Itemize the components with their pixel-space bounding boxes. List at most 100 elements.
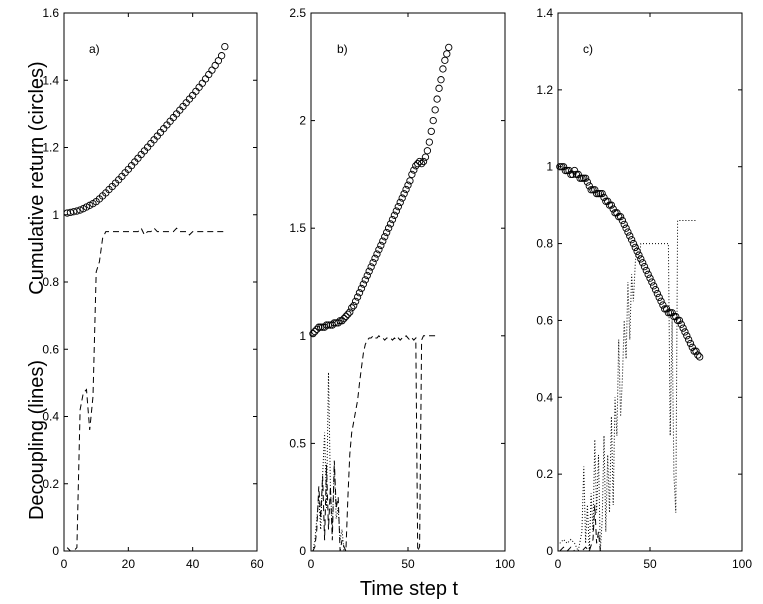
- y-tick-label-c: 1.4: [536, 6, 553, 20]
- return-point-c: [672, 312, 680, 321]
- panel-label-c: c): [583, 42, 593, 56]
- return-point-c: [659, 301, 667, 309]
- return-point-b: [338, 317, 346, 325]
- return-point-b: [363, 271, 371, 280]
- y-tick-label-b: 2: [299, 114, 306, 128]
- return-point-c: [670, 312, 678, 321]
- return-point-b: [311, 327, 319, 336]
- return-point-b: [359, 280, 368, 288]
- return-point-a: [214, 57, 223, 65]
- y-tick-label-b: 2.5: [289, 6, 306, 20]
- return-point-b: [355, 289, 364, 297]
- x-tick-label-b: 100: [495, 557, 515, 571]
- y-tick-label-c: 0: [546, 544, 553, 558]
- return-point-b: [334, 319, 342, 327]
- return-point-c: [633, 247, 641, 255]
- return-point-c: [620, 220, 628, 229]
- y-tick-label-b: 0: [299, 544, 306, 558]
- return-point-c: [615, 213, 623, 221]
- decoupling-dashed-line-c: [559, 504, 700, 552]
- y-tick-label-c: 0.4: [536, 390, 553, 404]
- return-point-b: [357, 284, 366, 293]
- return-point-c: [644, 270, 652, 278]
- return-point-c: [694, 351, 702, 359]
- return-point-c: [684, 335, 693, 344]
- y-tick-label-a: 1.6: [42, 6, 59, 20]
- axes-frame-a: [63, 12, 258, 552]
- return-point-b: [415, 157, 424, 166]
- axes-frame-b: [310, 12, 506, 552]
- return-point-c: [618, 216, 627, 225]
- return-point-c: [611, 209, 619, 217]
- return-point-b: [375, 246, 383, 254]
- return-point-c: [627, 236, 636, 244]
- return-point-a: [217, 52, 226, 60]
- return-point-b: [342, 312, 350, 321]
- return-point-c: [578, 174, 586, 182]
- return-point-c: [558, 163, 566, 171]
- return-point-c: [587, 186, 595, 194]
- y-tick-label-a: 1.4: [42, 73, 59, 87]
- x-tick-label-a: 20: [122, 557, 136, 571]
- decoupling-dashed-line-a: [66, 227, 225, 552]
- return-point-c: [657, 297, 665, 305]
- return-point-a: [195, 83, 203, 91]
- return-point-c: [635, 251, 643, 259]
- return-point-c: [598, 189, 606, 198]
- return-point-b: [437, 76, 445, 84]
- return-point-c: [666, 309, 674, 317]
- return-point-b: [361, 276, 369, 284]
- x-tick-label-b: 50: [401, 557, 415, 571]
- return-point-b: [400, 190, 408, 198]
- y-tick-label-b: 1.5: [289, 221, 306, 235]
- return-point-a: [208, 66, 216, 74]
- x-tick-label-c: 0: [555, 557, 562, 571]
- return-point-c: [600, 193, 608, 202]
- return-point-c: [650, 282, 658, 290]
- x-tick-label-a: 40: [186, 557, 200, 571]
- return-point-c: [622, 224, 630, 232]
- y-tick-label-a: 0.8: [42, 275, 59, 289]
- return-point-c: [637, 255, 645, 263]
- return-point-c: [642, 266, 650, 275]
- return-point-c: [683, 332, 691, 340]
- return-point-c: [585, 182, 593, 190]
- return-point-c: [681, 328, 689, 336]
- return-point-c: [609, 205, 617, 213]
- return-point-c: [563, 166, 571, 175]
- return-point-b: [419, 157, 428, 166]
- return-point-c: [629, 239, 638, 248]
- return-point-b: [322, 321, 331, 329]
- return-point-b: [410, 166, 418, 174]
- return-point-c: [631, 243, 639, 252]
- y-tick-label-c: 0.8: [536, 237, 553, 251]
- return-point-c: [653, 289, 662, 298]
- decoupling-dotted-line-b: [312, 372, 346, 552]
- x-tick-label-a: 0: [61, 557, 68, 571]
- return-point-c: [607, 201, 616, 209]
- return-point-a: [73, 207, 81, 215]
- return-point-a: [211, 61, 219, 70]
- return-point-c: [569, 170, 577, 179]
- return-point-c: [559, 163, 568, 171]
- return-point-a: [221, 42, 229, 51]
- return-point-b: [315, 323, 323, 331]
- return-point-b: [433, 95, 441, 103]
- return-point-b: [427, 127, 435, 136]
- return-point-c: [640, 262, 649, 271]
- return-point-b: [379, 237, 387, 245]
- return-point-c: [648, 278, 656, 286]
- return-point-b: [443, 50, 451, 58]
- return-point-c: [624, 228, 632, 236]
- x-tick-label-b: 0: [308, 557, 315, 571]
- return-point-b: [392, 207, 401, 215]
- return-point-c: [556, 163, 564, 171]
- return-point-c: [565, 166, 573, 175]
- return-point-b: [425, 138, 433, 146]
- return-point-b: [408, 170, 416, 179]
- return-point-c: [692, 347, 700, 355]
- return-point-b: [373, 250, 381, 258]
- y-axis-label-lower: Decoupling (lines): [26, 360, 48, 520]
- return-point-b: [421, 153, 430, 161]
